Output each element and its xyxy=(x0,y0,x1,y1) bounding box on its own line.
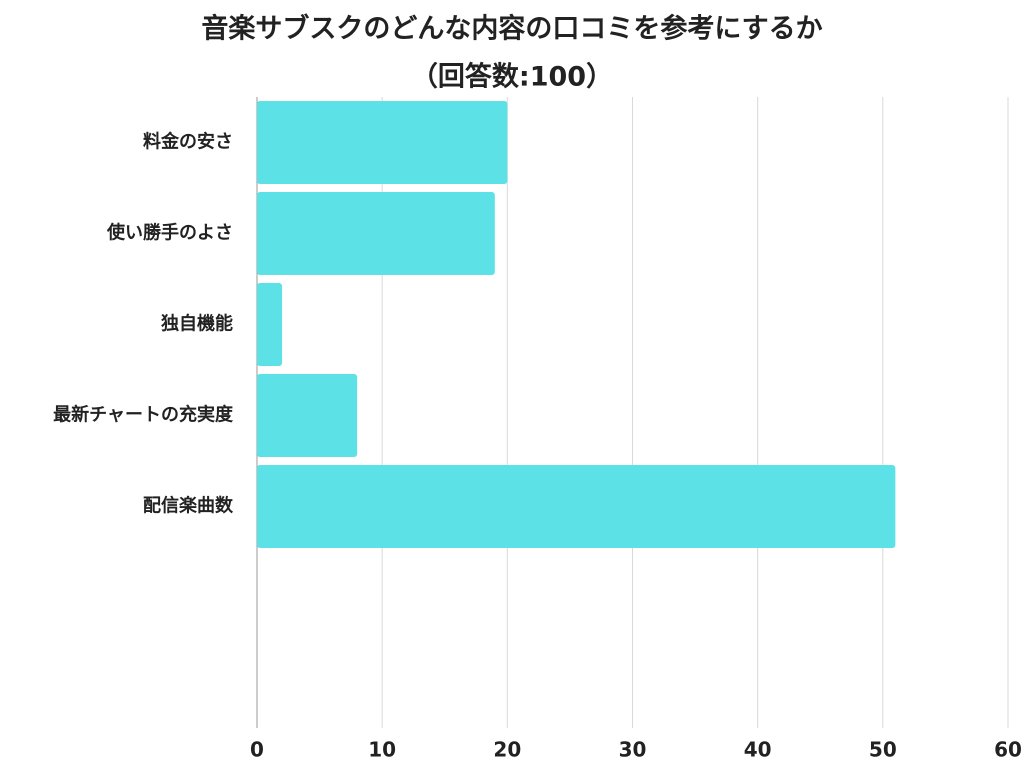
x-tick-label: 60 xyxy=(994,738,1022,762)
y-tick-label: 独自機能 xyxy=(161,313,233,335)
bar xyxy=(257,465,896,548)
y-tick-label: 料金の安さ xyxy=(143,131,233,153)
y-tick-label: 配信楽曲数 xyxy=(143,495,234,517)
chart-title: 音楽サブスクのどんな内容の口コミを参考にするか xyxy=(201,13,822,45)
bar xyxy=(257,374,358,457)
y-tick-label: 最新チャートの充実度 xyxy=(53,404,234,426)
bar xyxy=(257,283,283,366)
x-tick-label: 0 xyxy=(250,738,264,762)
x-tick-label: 10 xyxy=(368,738,396,762)
x-tick-label: 40 xyxy=(744,738,772,762)
bar xyxy=(257,192,495,275)
y-tick-label: 使い勝手のよさ xyxy=(106,222,233,244)
x-tick-label: 50 xyxy=(869,738,897,762)
x-tick-label: 30 xyxy=(619,738,647,762)
chart-subtitle: （回答数:100） xyxy=(411,61,613,93)
x-tick-label: 20 xyxy=(493,738,521,762)
bar xyxy=(257,101,508,184)
